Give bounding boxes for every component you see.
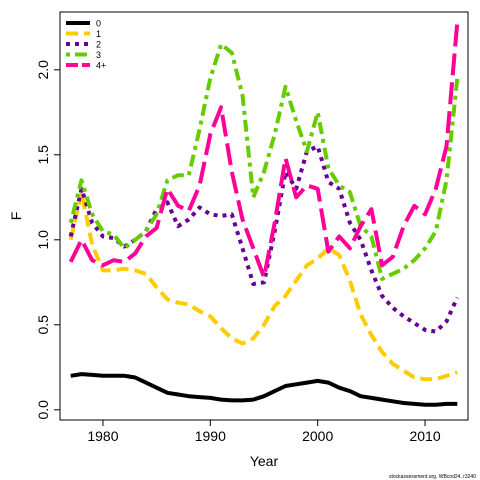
legend-label: 3 — [96, 50, 101, 60]
x-tick-label: 1990 — [195, 428, 226, 444]
axes-layer: 1980 1990 2000 2010 0.0 0.5 1.0 1.5 2.0 — [35, 11, 469, 444]
series-line-1 — [68, 190, 458, 382]
x-tick-label: 1980 — [87, 428, 118, 444]
legend-label: 2 — [96, 40, 101, 50]
plot-frame — [59, 11, 469, 421]
y-tick-label: 0.0 — [35, 400, 51, 420]
legend-label: 1 — [96, 29, 101, 39]
legend-label: 0 — [96, 19, 101, 29]
series-layer — [68, 22, 460, 407]
y-tick-label: 1.5 — [35, 145, 51, 165]
series-line-3 — [68, 42, 460, 281]
x-tick-label: 2000 — [302, 428, 333, 444]
y-tick-label: 2.0 — [35, 60, 51, 80]
legend-label: 4+ — [96, 61, 106, 71]
y-axis-title: F — [8, 212, 24, 221]
y-tick-label: 0.5 — [35, 315, 51, 335]
series-line-0 — [70, 372, 458, 407]
x-axis-title: Year — [250, 453, 279, 469]
series-line-2 — [68, 144, 460, 334]
footer-credit: stockassessment.org, WBcod24, r3240 — [389, 474, 476, 480]
series-line-4plus — [68, 22, 460, 280]
x-tick-label: 2010 — [409, 428, 440, 444]
y-tick-label: 1.0 — [35, 230, 51, 250]
